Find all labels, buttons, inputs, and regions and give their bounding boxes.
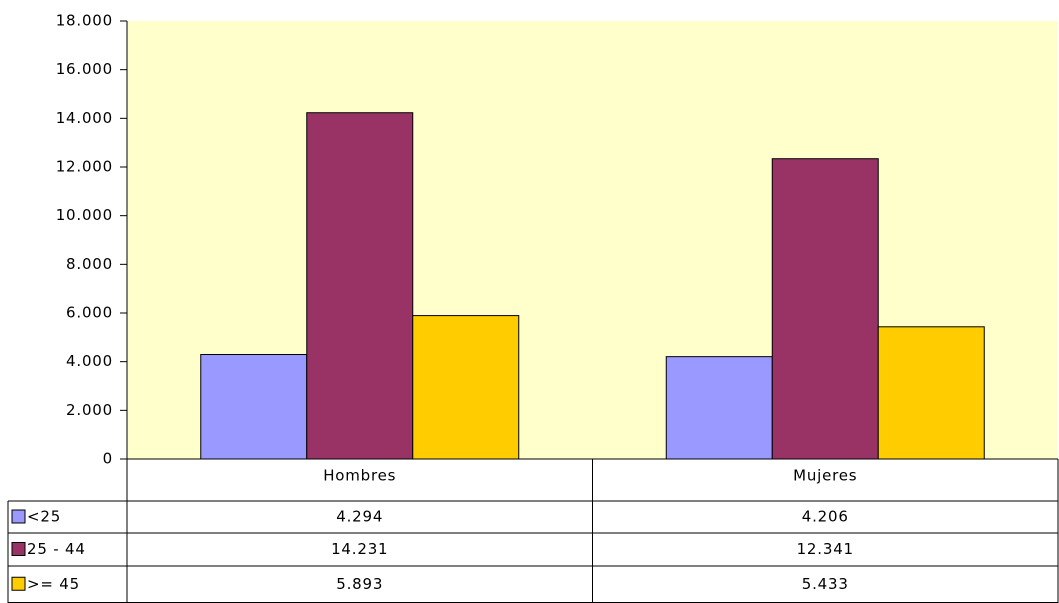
bar	[665, 356, 773, 460]
legend-swatch	[11, 509, 26, 524]
table-value: 5.893	[336, 575, 383, 593]
bar	[306, 112, 414, 460]
legend-swatch	[11, 576, 26, 591]
legend-label: <25	[27, 508, 61, 526]
y-tick-label: 8.000	[66, 255, 113, 273]
table-value: 4.294	[336, 508, 383, 526]
table-value: 14.231	[331, 540, 388, 558]
bar	[200, 354, 308, 460]
table-value: 5.433	[802, 575, 849, 593]
y-tick-label: 14.000	[56, 109, 113, 127]
bar	[412, 315, 520, 460]
y-tick-label: 16.000	[56, 60, 113, 78]
table-value: 12.341	[797, 540, 854, 558]
category-label: Hombres	[323, 467, 396, 485]
y-tick-label: 6.000	[66, 304, 113, 322]
legend-swatch	[11, 542, 26, 556]
y-tick-label: 0	[103, 450, 113, 468]
y-tick-label: 4.000	[66, 352, 113, 370]
bar	[877, 326, 985, 460]
y-tick-label: 10.000	[56, 206, 113, 224]
bar	[771, 158, 879, 460]
legend-label: >= 45	[27, 575, 80, 593]
legend-label: 25 - 44	[27, 540, 86, 558]
y-tick-label: 12.000	[56, 158, 113, 176]
table-value: 4.206	[802, 508, 849, 526]
y-tick-label: 2.000	[66, 401, 113, 419]
y-tick-label: 18.000	[56, 12, 113, 30]
category-label: Mujeres	[793, 467, 857, 485]
